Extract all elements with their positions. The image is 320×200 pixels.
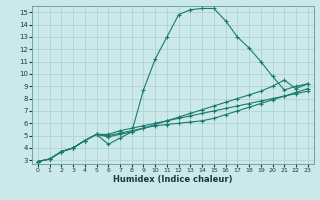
X-axis label: Humidex (Indice chaleur): Humidex (Indice chaleur) xyxy=(113,175,233,184)
